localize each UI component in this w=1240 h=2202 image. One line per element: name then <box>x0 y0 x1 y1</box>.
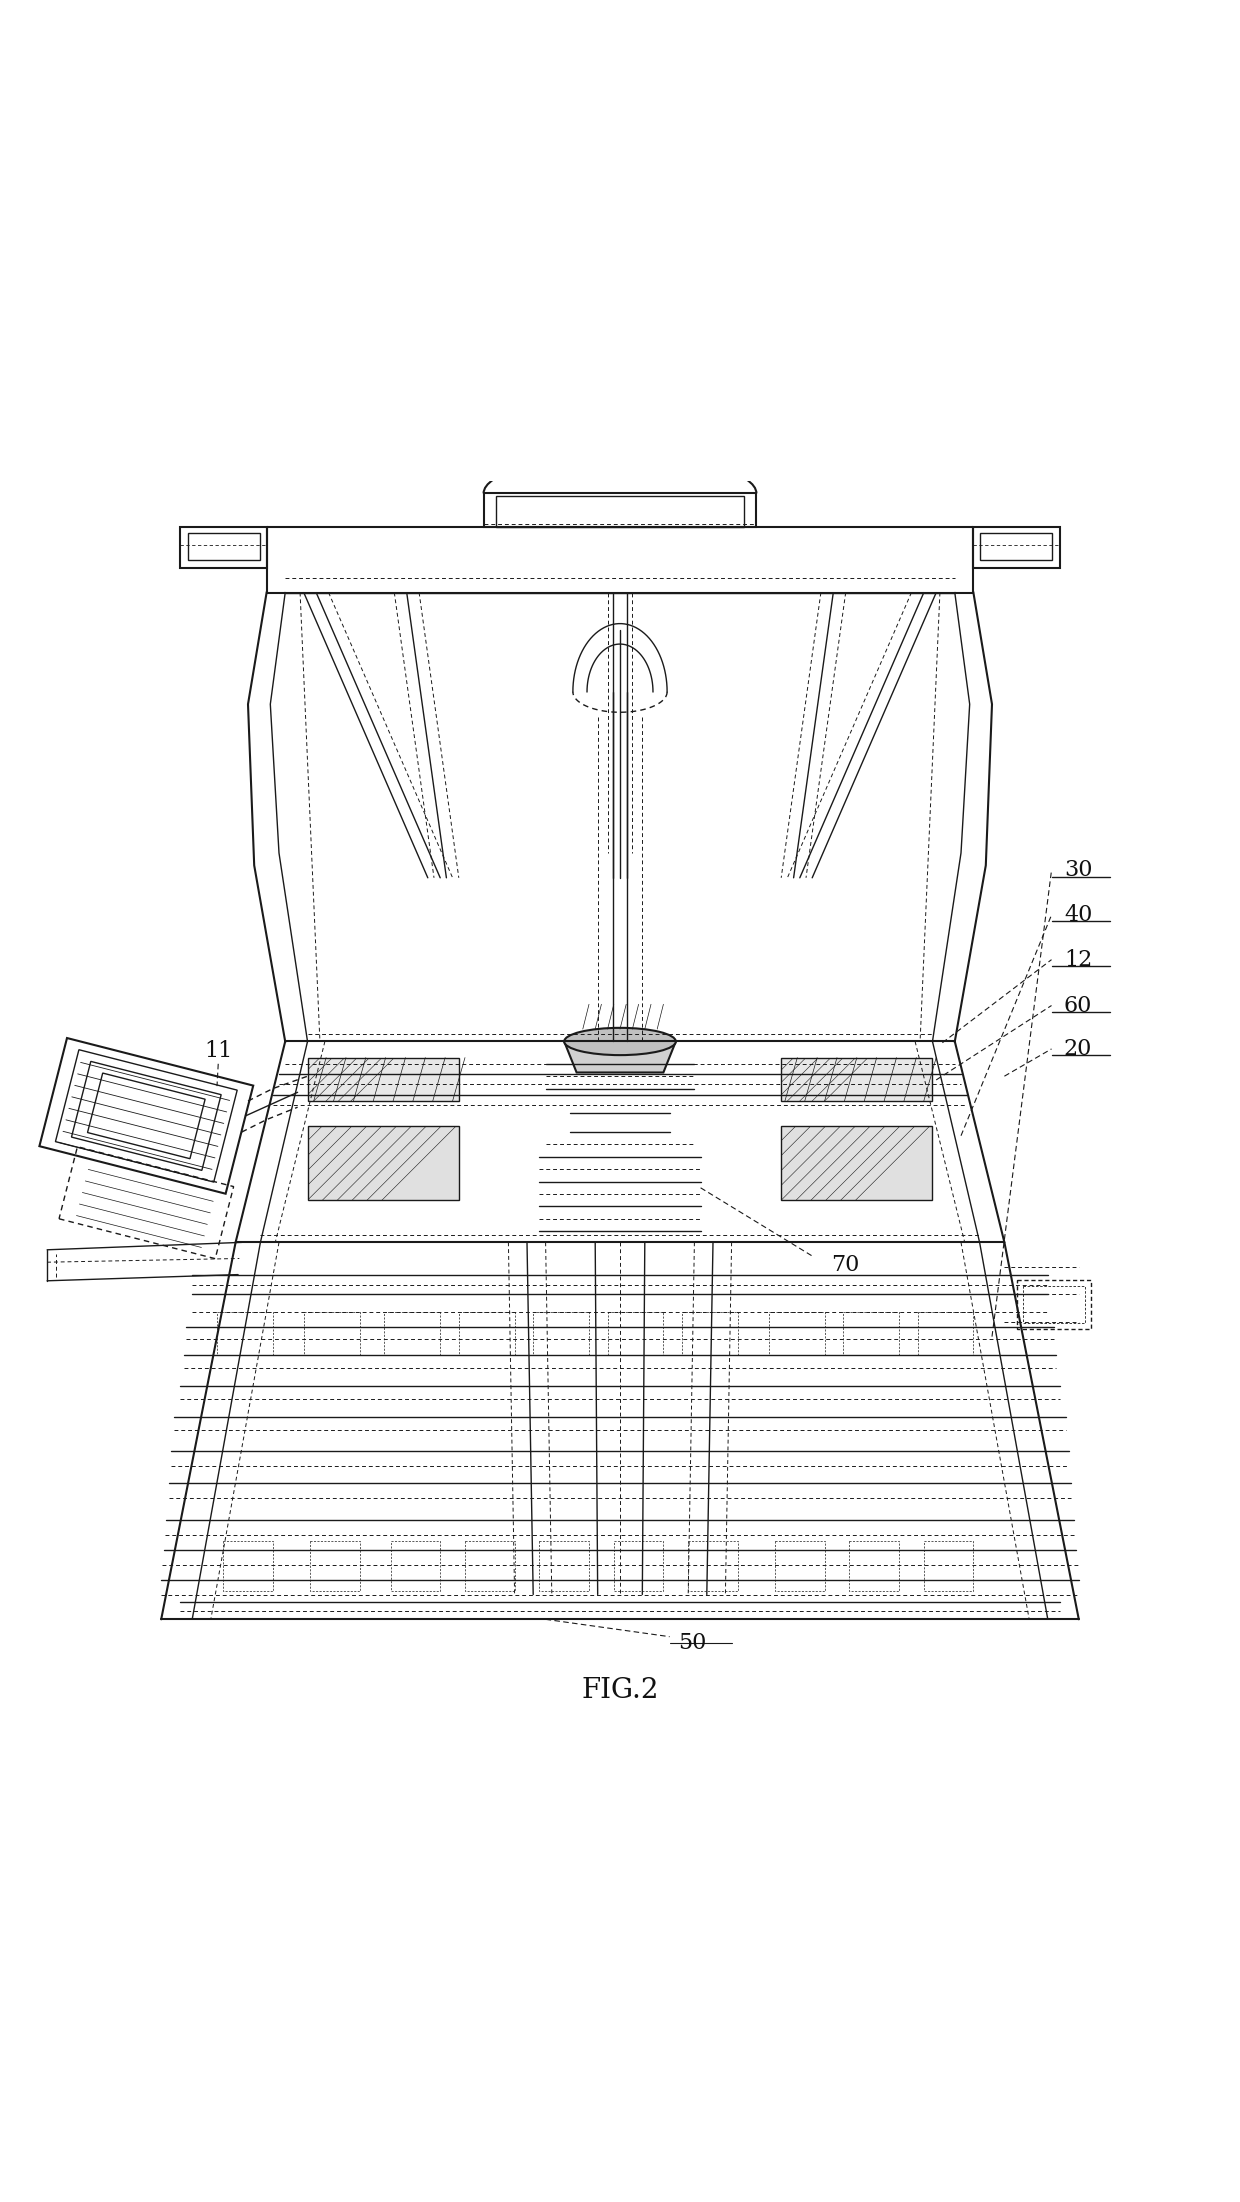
Polygon shape <box>781 1057 932 1101</box>
Text: 11: 11 <box>205 1039 232 1061</box>
Text: 70: 70 <box>832 1253 859 1275</box>
Text: FIG.2: FIG.2 <box>582 1676 658 1704</box>
Text: 40: 40 <box>1064 905 1092 927</box>
Text: 30: 30 <box>1064 859 1092 881</box>
Text: 60: 60 <box>1064 995 1092 1017</box>
Polygon shape <box>308 1057 459 1101</box>
Polygon shape <box>781 1125 932 1200</box>
Ellipse shape <box>564 1028 676 1055</box>
Polygon shape <box>308 1125 459 1200</box>
Text: 50: 50 <box>678 1632 706 1654</box>
Text: 12: 12 <box>1064 949 1092 971</box>
Text: 20: 20 <box>1064 1037 1092 1059</box>
Polygon shape <box>564 1042 676 1072</box>
